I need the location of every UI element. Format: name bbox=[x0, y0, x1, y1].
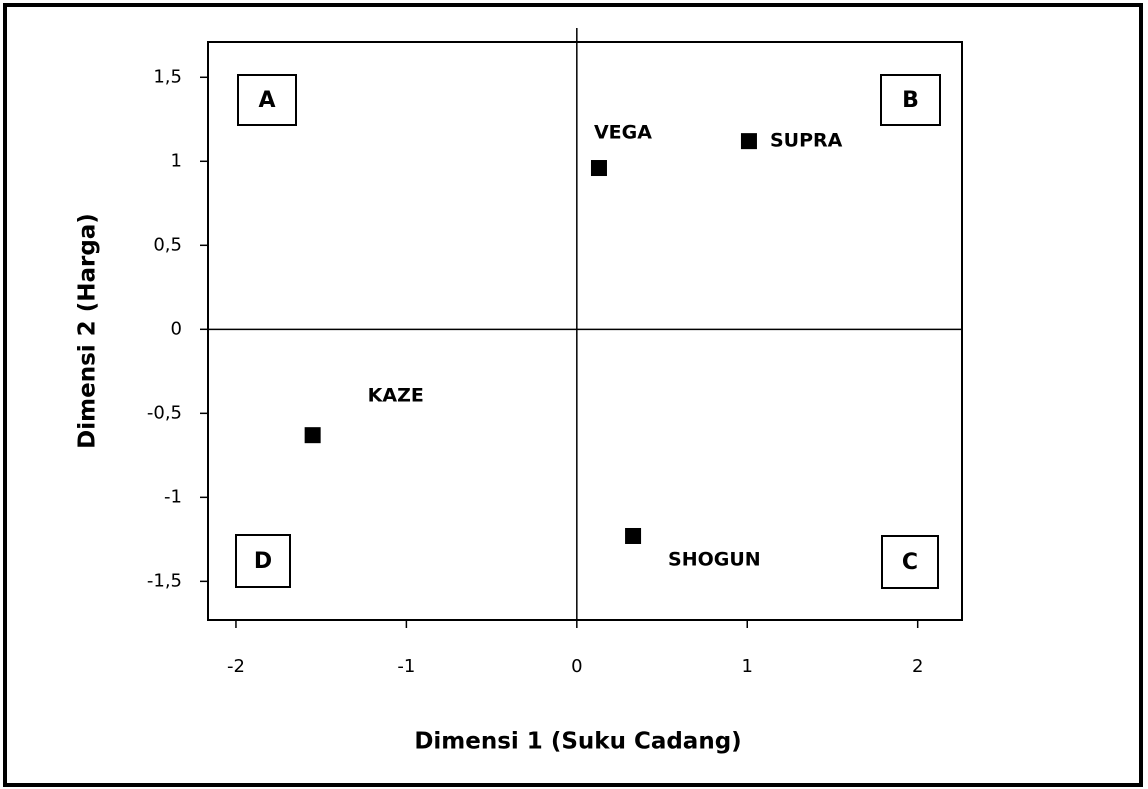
y-tick-label: 1,5 bbox=[153, 66, 182, 87]
quadrant-box bbox=[235, 534, 291, 588]
x-tick-label: 0 bbox=[571, 656, 582, 677]
quadrant-box bbox=[880, 74, 941, 126]
point-label: KAZE bbox=[368, 385, 424, 407]
point-label: SUPRA bbox=[770, 130, 843, 152]
y-tick-label: 1 bbox=[171, 150, 182, 171]
y-tick-label: -1,5 bbox=[147, 570, 182, 591]
y-tick-label: -0,5 bbox=[147, 402, 182, 423]
outer-frame bbox=[3, 3, 1143, 787]
point-label: VEGA bbox=[594, 122, 652, 144]
quadrant-label: C bbox=[902, 550, 918, 575]
x-axis-label: Dimensi 1 (Suku Cadang) bbox=[414, 729, 741, 755]
point-label: SHOGUN bbox=[668, 548, 761, 570]
point bbox=[740, 133, 757, 150]
y-tick-label: 0,5 bbox=[153, 234, 182, 255]
point bbox=[304, 427, 321, 444]
point bbox=[590, 160, 607, 177]
quadrant-label: B bbox=[902, 88, 919, 113]
x-tick-label: -2 bbox=[227, 656, 245, 677]
plot-frame bbox=[207, 41, 963, 621]
y-tick-label: 0 bbox=[171, 318, 182, 339]
quadrant-box bbox=[881, 535, 939, 589]
y-axis-label: Dimensi 2 (Harga) bbox=[75, 213, 101, 449]
quadrant-label: A bbox=[258, 88, 275, 113]
x-tick-label: -1 bbox=[397, 656, 415, 677]
quadrant-box bbox=[237, 74, 297, 126]
y-tick-label: -1 bbox=[164, 486, 182, 507]
x-tick-label: 1 bbox=[742, 656, 753, 677]
quadrant-label: D bbox=[254, 549, 272, 574]
point bbox=[625, 527, 642, 544]
x-tick-label: 2 bbox=[912, 656, 923, 677]
